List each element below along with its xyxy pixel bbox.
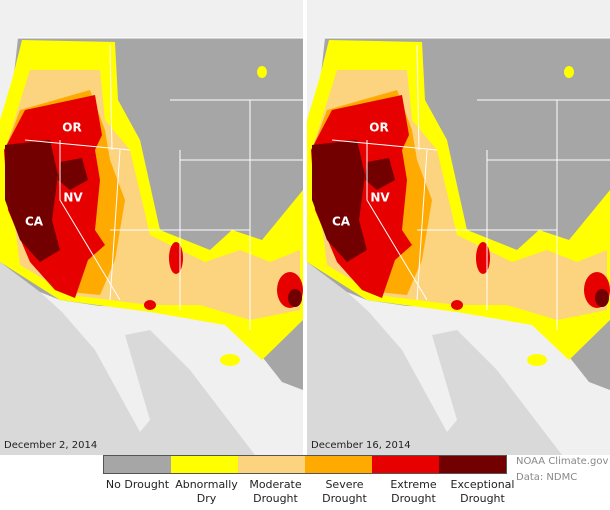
legend-label: Exceptional Drought [450,478,515,505]
legend-swatch [104,456,171,473]
credit: Data: NDMC [516,472,578,483]
state-label: OR [369,121,388,135]
date: December 16, 2014 [311,440,411,451]
legend-swatch [305,456,372,473]
state-label: CA [25,215,44,229]
map-panel: OR NV CA December 2, 2014 [0,0,303,455]
state-label: OR [62,121,81,135]
legend-swatch [171,456,238,473]
legend [103,455,507,474]
date: December 2, 2014 [4,440,97,451]
legend-swatch [238,456,305,473]
legend-label: Abnormally Dry [175,478,238,505]
map-panel: OR NV CA December 16, 2014 [307,0,610,455]
map [307,0,610,455]
legend-label: No Drought [105,478,170,491]
legend-label: Severe Drought [322,478,367,505]
legend-swatch [372,456,439,473]
map [0,0,303,455]
credit: NOAA Climate.gov [516,456,609,467]
state-label: NV [63,191,83,205]
state-label: NV [370,191,390,205]
legend-swatch [439,456,506,473]
legend-label: Moderate Drought [249,478,302,505]
legend-label: Extreme Drought [390,478,437,505]
legend-labels: No Drought Abnormally Dry Moderate Drought… [103,478,517,506]
state-label: CA [332,215,351,229]
